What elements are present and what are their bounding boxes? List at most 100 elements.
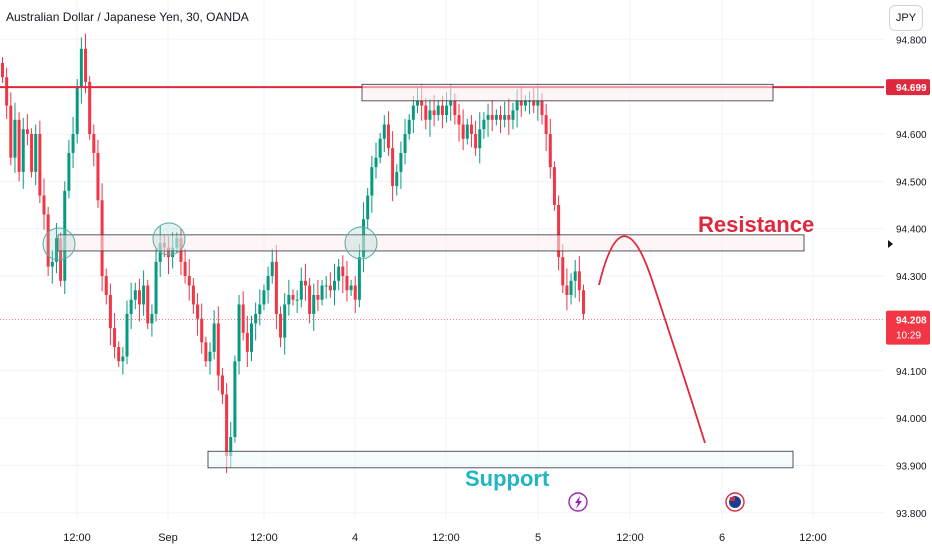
candle-body	[391, 148, 395, 187]
candle-body	[519, 100, 523, 106]
candle-body	[96, 152, 100, 201]
candle-body	[125, 313, 129, 357]
candle-body	[573, 271, 577, 281]
candle-body	[382, 124, 386, 139]
candle-body	[445, 105, 449, 116]
candle-body	[478, 129, 482, 149]
resistance-label: Resistance	[698, 212, 814, 237]
candle-body	[133, 290, 137, 300]
candle-body	[146, 285, 150, 324]
candle-body	[540, 100, 544, 116]
candle-body	[233, 361, 237, 438]
candle-body	[499, 115, 502, 120]
candle-body	[341, 266, 345, 277]
price-tick-label: 94.500	[896, 177, 927, 188]
candle-body	[440, 105, 444, 116]
candle-body	[395, 171, 399, 187]
candle-body	[378, 138, 382, 158]
candle-body	[225, 394, 229, 456]
candle-body	[399, 152, 403, 172]
time-tick-label: 6	[719, 532, 725, 544]
candle-body	[250, 323, 253, 352]
candle-body	[46, 214, 50, 267]
candle-body	[25, 129, 29, 134]
candle-body	[5, 77, 9, 106]
candle-body	[196, 304, 200, 319]
price-tick-label: 94.600	[896, 130, 927, 141]
chart-title: Australian Dollar / Japanese Yen, 30, OA…	[6, 10, 249, 24]
candle-body	[34, 134, 38, 172]
price-axis: 94.800 94.600 94.500 94.400 94.300 94.100 94.0…	[886, 35, 930, 520]
candle-body	[262, 290, 266, 305]
candle-body	[345, 276, 349, 291]
candle-body	[582, 290, 585, 314]
candle-body	[511, 110, 515, 120]
candle-body	[129, 299, 133, 314]
time-axis: 12:00 Sep 12:00 4 12:00 5 12:00 6 12:00	[63, 532, 827, 544]
candle-body	[84, 48, 87, 82]
candle-body	[461, 124, 465, 139]
candle-body	[561, 257, 565, 286]
candle-body	[532, 100, 536, 106]
zone-rect	[361, 83, 774, 102]
candle-body	[552, 167, 556, 206]
candle-body	[167, 247, 170, 258]
candle-body	[565, 285, 569, 295]
candle-body	[142, 285, 146, 305]
candle-body	[204, 342, 208, 362]
candle-body	[416, 100, 419, 106]
candle-body	[528, 100, 532, 102]
candle-body	[482, 119, 486, 130]
candle-body	[403, 134, 407, 153]
candle-body	[474, 134, 478, 149]
candle-body	[469, 124, 473, 134]
candle-body	[349, 285, 353, 291]
candle-body	[208, 351, 212, 362]
candle-body	[171, 247, 175, 258]
candle-body	[71, 134, 75, 153]
last-price-tag	[886, 310, 930, 345]
candle-body	[436, 105, 440, 116]
candle-body	[337, 266, 341, 281]
candle-body	[507, 115, 511, 120]
candle-body	[9, 105, 13, 158]
candle-body	[283, 304, 287, 338]
time-tick-label: 12:00	[63, 532, 91, 544]
candle-body	[432, 110, 436, 116]
price-tick-label: 93.900	[896, 461, 927, 472]
grid-lines	[0, 0, 884, 520]
candle-body	[137, 290, 141, 305]
currency-button[interactable]: JPY	[889, 5, 923, 31]
candle-body	[279, 313, 283, 338]
candle-body	[544, 115, 548, 134]
time-tick-label: 4	[352, 532, 358, 544]
candle-body	[449, 100, 453, 106]
candle-body	[67, 152, 71, 191]
candle-body	[92, 134, 96, 153]
candle-body	[366, 195, 370, 220]
candle-body	[54, 238, 58, 262]
candle-body	[490, 115, 494, 120]
candle-body	[316, 294, 320, 300]
candle-body	[220, 375, 224, 395]
candle-body	[374, 157, 378, 168]
time-tick-label: 12:00	[250, 532, 278, 544]
price-tick-label: 94.400	[896, 225, 927, 236]
candle-body	[386, 124, 390, 149]
price-tick-label: 94.100	[896, 367, 927, 378]
candle-body	[266, 276, 270, 291]
level-price-tag	[886, 79, 930, 96]
candle-body	[258, 304, 262, 314]
candle-body	[17, 119, 21, 172]
candle-body	[494, 115, 498, 120]
candle-body	[104, 276, 108, 295]
candle-body	[503, 115, 507, 120]
candle-body	[486, 115, 490, 120]
candle-body	[308, 285, 312, 314]
candle-body	[13, 119, 17, 158]
candle-body	[515, 100, 519, 111]
candle-body	[191, 285, 195, 305]
candle-body	[328, 285, 332, 291]
touch-circle	[344, 226, 378, 260]
